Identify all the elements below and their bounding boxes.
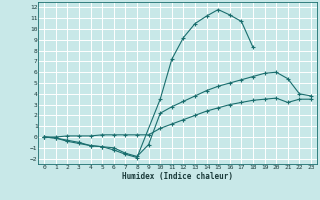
X-axis label: Humidex (Indice chaleur): Humidex (Indice chaleur) (122, 172, 233, 181)
